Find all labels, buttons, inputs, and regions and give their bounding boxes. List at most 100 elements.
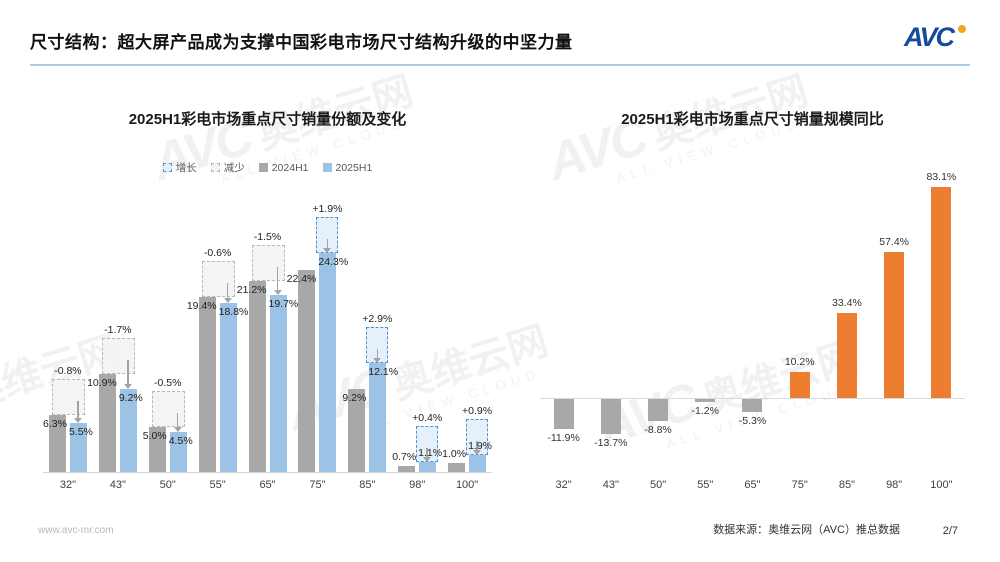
- arrow-stem: [176, 413, 179, 428]
- avc-logo: AVC: [904, 22, 966, 56]
- x-axis-label: 85": [359, 479, 376, 491]
- change-value-label: -1.7%: [104, 323, 132, 336]
- yoy-bar: [742, 399, 763, 413]
- size-group: -0.6% 19.4% 18.8%: [187, 190, 248, 472]
- share-chart-x-axis: 32" 43" 50" 55" 65" 75" 85" 98" 100": [43, 479, 492, 491]
- bar-2025h1: [169, 431, 187, 472]
- solid-blue-swatch-icon: [322, 163, 332, 172]
- yoy-chart-title: 2025H1彩电市场重点尺寸销量规模同比: [621, 111, 884, 128]
- size-group: +0.9% 1.0% 1.9%: [442, 190, 492, 472]
- yoy-bar: [931, 186, 952, 398]
- bar-value-label-2024h1: 10.9%: [87, 376, 117, 389]
- arrow-head: [473, 449, 482, 455]
- arrow-stem: [376, 349, 379, 360]
- header-divider: [30, 64, 970, 66]
- decline-change-box: [51, 379, 85, 416]
- decline-change-box: [201, 261, 235, 298]
- size-group: +0.4% 0.7% 1.1%: [392, 190, 442, 472]
- bar-value-label-2024h1: 9.2%: [342, 392, 367, 405]
- x-axis-label: 55": [209, 479, 226, 491]
- yoy-bar: [695, 399, 716, 403]
- bar-2024h1: [48, 415, 66, 472]
- arrow-stem: [276, 267, 279, 291]
- legend-label: 减少: [223, 162, 245, 174]
- bar-value-label-2024h1: 6.3%: [43, 418, 67, 431]
- share-change-chart: 2025H1彩电市场重点尺寸销量份额及变化 增长 减少 2024H1 2025H1 -…: [35, 100, 500, 510]
- legend-item-solid-gray: 2024H1: [258, 160, 309, 175]
- arrow-head: [423, 457, 432, 463]
- yoy-value-label: 83.1%: [926, 170, 957, 183]
- bar-2024h1: [398, 465, 416, 472]
- bar-2024h1: [98, 373, 116, 472]
- yoy-bar: [648, 399, 669, 422]
- change-value-label: -0.5%: [154, 377, 182, 389]
- legend-item-dashed-blue: 增长: [162, 160, 197, 175]
- yoy-value-label: -8.8%: [644, 424, 672, 437]
- change-value-label: -1.5%: [253, 231, 282, 244]
- arrow-stem: [476, 440, 478, 451]
- change-value-label: -0.6%: [203, 247, 232, 260]
- bar-value-label-2025h1: 9.2%: [118, 392, 143, 405]
- bar-value-label-2024h1: 5.0%: [142, 430, 167, 442]
- dashed-gray-swatch-icon: [210, 163, 220, 172]
- bar-2025h1: [269, 294, 287, 472]
- legend-label: 增长: [175, 162, 197, 174]
- arrow-head: [323, 248, 332, 254]
- x-axis-label: 100": [930, 479, 953, 491]
- bar-value-label-2024h1: 21.2%: [236, 284, 267, 297]
- bar-value-label-2024h1: 22.4%: [286, 273, 317, 286]
- bar-2024h1: [448, 463, 466, 472]
- yoy-bar: [884, 252, 905, 398]
- legend-label: 2025H1: [335, 161, 373, 174]
- bar-value-label-2025h1: 19.7%: [268, 297, 299, 310]
- legend-label: 2024H1: [271, 161, 309, 174]
- bar-value-label-2024h1: 1.0%: [442, 448, 467, 460]
- yoy-size-group: -11.9%: [540, 152, 587, 470]
- bar-value-label-2025h1: 12.1%: [368, 366, 399, 379]
- change-value-label: +1.9%: [312, 203, 343, 216]
- bar-value-label-2025h1: 24.3%: [318, 256, 349, 269]
- share-chart-legend: 增长 减少 2024H1 2025H1: [35, 160, 500, 175]
- arrow-head: [273, 289, 282, 295]
- yoy-bar: [789, 372, 810, 398]
- arrow-stem: [326, 239, 329, 250]
- yoy-value-label: -5.3%: [738, 415, 767, 428]
- yoy-value-label: 33.4%: [832, 297, 862, 310]
- x-axis-label: 32": [59, 479, 77, 491]
- size-group: -0.5% 5.0% 4.5%: [143, 190, 193, 472]
- x-axis-label: 32": [555, 479, 572, 491]
- legend-item-solid-blue: 2025H1: [322, 160, 373, 175]
- bar-2025h1: [469, 454, 487, 472]
- avc-logo-dot-icon: [958, 25, 966, 33]
- arrow-stem: [226, 283, 229, 299]
- arrow-head: [73, 417, 82, 423]
- dashed-blue-swatch-icon: [162, 163, 172, 172]
- yoy-chart-x-axis: 32" 43" 50" 55" 65" 75" 85" 98" 100": [540, 479, 965, 491]
- yoy-size-group: 57.4%: [871, 152, 918, 470]
- solid-gray-swatch-icon: [258, 163, 268, 172]
- bar-2024h1: [348, 389, 366, 472]
- yoy-size-group: -8.8%: [634, 152, 681, 470]
- bar-2024h1: [198, 297, 216, 472]
- bar-2025h1: [119, 389, 137, 472]
- bar-value-label-2025h1: 1.9%: [468, 439, 492, 452]
- arrow-stem: [426, 448, 428, 459]
- bar-2025h1: [69, 422, 87, 472]
- x-axis-label: 43": [109, 479, 126, 491]
- footer-page-number: 2/7: [942, 525, 958, 537]
- x-axis-label: 75": [309, 479, 326, 491]
- bar-2024h1: [248, 281, 266, 472]
- yoy-chart: 2025H1彩电市场重点尺寸销量规模同比 -11.9% -13.7% -8.8% -1…: [535, 100, 970, 510]
- yoy-value-label: 57.4%: [879, 236, 910, 249]
- yoy-value-label: -1.2%: [691, 405, 719, 418]
- arrow-stem: [77, 401, 79, 419]
- yoy-bar: [553, 399, 574, 430]
- bar-value-label-2025h1: 5.5%: [68, 425, 93, 438]
- size-group: +2.9% 9.2% 12.1%: [342, 190, 398, 472]
- bar-2025h1: [419, 462, 437, 472]
- yoy-bar: [836, 313, 857, 398]
- decline-change-box: [251, 245, 285, 282]
- x-axis-label: 98": [886, 479, 903, 491]
- bar-2025h1: [319, 253, 337, 472]
